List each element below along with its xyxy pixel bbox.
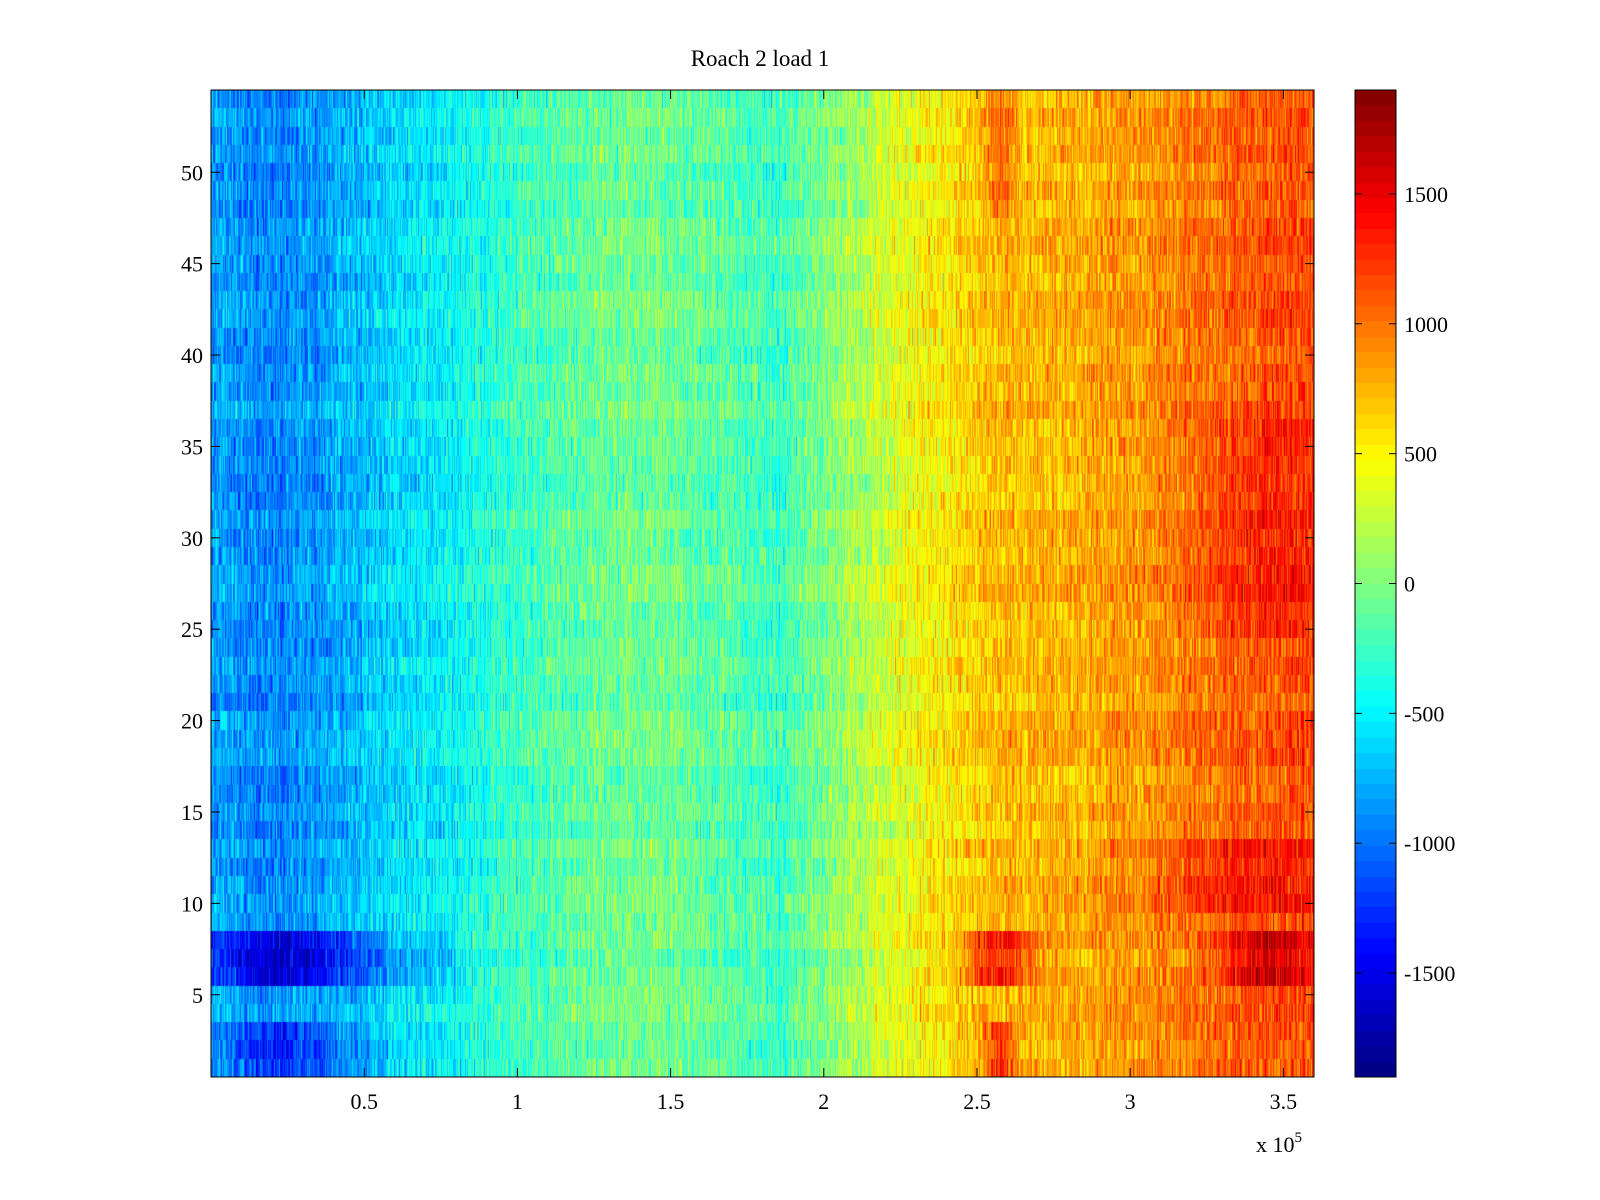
x-tick-label: 3.5 [1270,1089,1298,1114]
y-tick-label: 15 [181,800,203,825]
colorbar-tick-label: 500 [1404,442,1437,467]
y-axis: 5 10 15 20 25 30 35 40 45 50 [181,160,1314,1008]
x-tick-label: 1.5 [657,1089,685,1114]
colorbar-tick-label: -1500 [1404,961,1455,986]
colorbar-tick-label: 1000 [1404,312,1448,337]
colorbar-tick-label: 1500 [1404,182,1448,207]
colorbar-tick-label: 0 [1404,572,1415,597]
x-tick-label: 2 [818,1089,829,1114]
y-tick-label: 10 [181,891,203,916]
colorbar-tick-label: -1000 [1404,831,1455,856]
x-tick-label: 1 [512,1089,523,1114]
chart-title: Roach 2 load 1 [691,46,830,71]
y-tick-label: 5 [192,983,203,1008]
y-tick-label: 50 [181,160,203,185]
y-tick-label: 45 [181,252,203,277]
x-exponent-label: x 105 [1256,1130,1302,1157]
y-tick-label: 35 [181,434,203,459]
x-tick-label: 0.5 [350,1089,378,1114]
y-tick-label: 20 [181,709,203,734]
colorbar-axis: -1500 -1000 -500 0 500 1000 1500 [1355,182,1455,986]
y-tick-label: 30 [181,526,203,551]
x-axis: 0.5 1 1.5 2 2.5 3 3.5 [350,90,1297,1114]
y-tick-label: 25 [181,617,203,642]
colorbar-tick-label: -500 [1404,701,1444,726]
y-tick-label: 40 [181,343,203,368]
x-tick-label: 3 [1125,1089,1136,1114]
plot-axes-box [210,89,1315,1078]
heatmap-image [211,90,1314,1077]
x-tick-label: 2.5 [963,1089,991,1114]
